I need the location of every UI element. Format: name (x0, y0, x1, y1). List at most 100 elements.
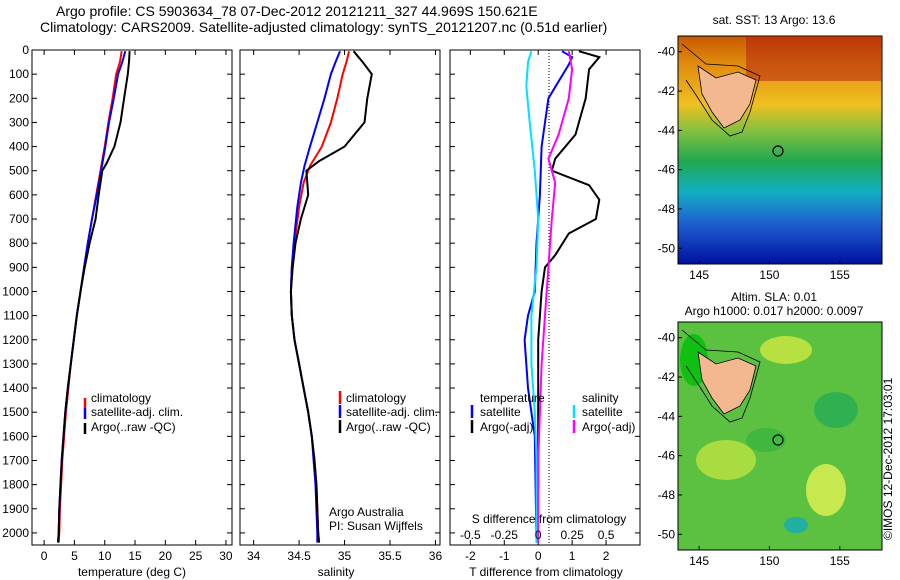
s-tick-label: 0.25 (560, 528, 584, 542)
map-x-tick-label: 150 (759, 268, 779, 282)
y-tick-label: 500 (9, 164, 29, 178)
map-x-tick-label: 155 (830, 554, 850, 568)
x-tick-label: 20 (159, 549, 173, 563)
legend: climatology satellite-adj. clim. Argo(..… (83, 391, 183, 434)
shelf-contour (681, 329, 761, 423)
x-tick-label: 0 (41, 549, 48, 563)
map-y-tick-label: -44 (658, 409, 676, 423)
annotation-argo-australia: Argo Australia (329, 505, 404, 519)
plot-frame (449, 49, 641, 546)
x-tick-label: 5 (71, 549, 78, 563)
salinity-chart: 34 34.5 35 35.5 36 salinity climatology sate… (239, 49, 443, 579)
legend: climatology satellite-adj. clim. Argo(..… (338, 391, 438, 434)
y-tick-label: 1300 (2, 357, 29, 371)
top-axis-label: S difference from climatology (472, 512, 627, 526)
map-y-tick-label: -48 (658, 202, 676, 216)
x-tick-label: 30 (219, 549, 233, 563)
legend-climatology: climatology (91, 391, 151, 405)
map-x-tick-label: 145 (689, 554, 709, 568)
legend-satellite: satellite-adj. clim. (91, 405, 183, 419)
series-line (57, 51, 123, 543)
plot-frame (31, 49, 233, 546)
x-tick-label: 34 (247, 549, 261, 563)
difference-chart: -2 -1 0 1 2 T difference from climatology S … (449, 49, 641, 579)
title-line-1: Argo profile: CS 5903634_78 07-Dec-2012 … (56, 3, 538, 19)
x-axis-label: temperature (deg C) (78, 565, 186, 579)
legend-temp-argo: Argo(-adj) (480, 420, 533, 434)
y-tick-label: 600 (9, 188, 29, 202)
series-line (289, 50, 351, 543)
s-tick-label: -0.5 (460, 528, 481, 542)
series-line (525, 50, 540, 543)
y-tick-label: 1500 (2, 405, 29, 419)
sst-map-panel: sat. SST: 13 Argo: 13.6 145 150 155 -40 -42 -… (646, 0, 900, 290)
y-tick-label: 700 (9, 212, 29, 226)
argo-float-marker (772, 434, 784, 446)
x-tick-label: 35 (338, 549, 352, 563)
legend-satellite: satellite-adj. clim. (346, 405, 438, 419)
y-tick-label: 400 (9, 140, 29, 154)
legend-title-temperature: temperature (480, 391, 545, 405)
map-y-tick-label: -46 (658, 449, 676, 463)
map-y-tick-label: -46 (658, 163, 676, 177)
series-line (523, 50, 574, 543)
annotation-pi: PI: Susan Wijffels (329, 519, 423, 533)
y-tick-label: 1000 (2, 284, 29, 298)
x-tick-label: 10 (98, 549, 112, 563)
map-y-tick-label: -40 (658, 45, 676, 59)
shelf-contour (681, 43, 761, 137)
y-tick-label: 200 (9, 91, 29, 105)
y-tick-label: 1700 (2, 453, 29, 467)
y-tick-label: 0 (22, 43, 29, 57)
map-y-tick-label: -44 (658, 123, 676, 137)
sst-map: sat. SST: 13 Argo: 13.6 145 150 155 -40 -42 -… (658, 13, 883, 282)
legend-sal-argo: Argo(-adj) (582, 420, 635, 434)
sla-subtitle: Argo h1000: 0.017 h2000: 0.0097 (685, 304, 864, 318)
map-y-tick-label: -42 (658, 84, 676, 98)
x-tick-label: 34.5 (287, 549, 311, 563)
y-tick-label: 900 (9, 260, 29, 274)
legend-title-salinity: salinity (582, 391, 619, 405)
x-tick-label: 25 (189, 549, 203, 563)
map-y-tick-label: -50 (658, 241, 676, 255)
sst-heatmap (677, 35, 883, 265)
salinity-panel: 34 34.5 35 35.5 36 salinity climatology sate… (236, 0, 446, 580)
tasmania-landmass (697, 65, 757, 129)
legend-temp-satellite: satellite (480, 405, 521, 419)
map-y-tick-label: -50 (658, 527, 676, 541)
series-line (537, 51, 574, 543)
x-tick-label: 15 (128, 549, 142, 563)
map-x-tick-label: 150 (759, 554, 779, 568)
sla-anomaly-patches (680, 334, 858, 533)
imos-credit: ©IMOS 12-Dec-2012 17:03:01 (881, 377, 895, 540)
y-tick-label: 1100 (3, 309, 29, 323)
s-tick-label: 0 (535, 528, 542, 542)
x-axis-label: T difference from climatology (469, 565, 623, 579)
series-line (57, 50, 127, 543)
x-tick-label: -2 (465, 549, 476, 563)
tasmania-landmass (697, 351, 757, 415)
x-tick-label: 2 (603, 549, 610, 563)
y-tick-label: 100 (9, 67, 29, 81)
temperature-panel: 0 100 200 300 400 500 600 700 800 900 1000 1100 1200… (0, 0, 240, 580)
s-tick-label: -0.25 (491, 528, 519, 542)
x-axis-label: salinity (318, 565, 355, 579)
x-tick-label: 36 (429, 549, 443, 563)
legend-argo: Argo(..raw -QC) (91, 420, 176, 434)
map-y-tick-label: -42 (658, 370, 676, 384)
difference-panel: -2 -1 0 1 2 T difference from climatology S … (446, 0, 646, 580)
y-tick-label: 1400 (2, 381, 29, 395)
sla-map: Altim. SLA: 0.01 Argo h1000: 0.017 h2000… (658, 290, 895, 568)
legend-climatology: climatology (346, 391, 406, 405)
legend-argo: Argo(..raw -QC) (346, 420, 431, 434)
plot-frame (239, 49, 441, 546)
y-tick-label: 300 (9, 115, 29, 129)
legend-sal-satellite: satellite (582, 405, 623, 419)
argo-float-marker (772, 145, 784, 157)
x-tick-label: 1 (569, 549, 576, 563)
map-x-tick-label: 155 (830, 268, 850, 282)
map-y-tick-label: -48 (658, 488, 676, 502)
sla-title: Altim. SLA: 0.01 (731, 290, 817, 304)
y-tick-label: 1200 (2, 333, 29, 347)
figure-title: Argo profile: CS 5903634_78 07-Dec-2012 … (40, 3, 660, 35)
